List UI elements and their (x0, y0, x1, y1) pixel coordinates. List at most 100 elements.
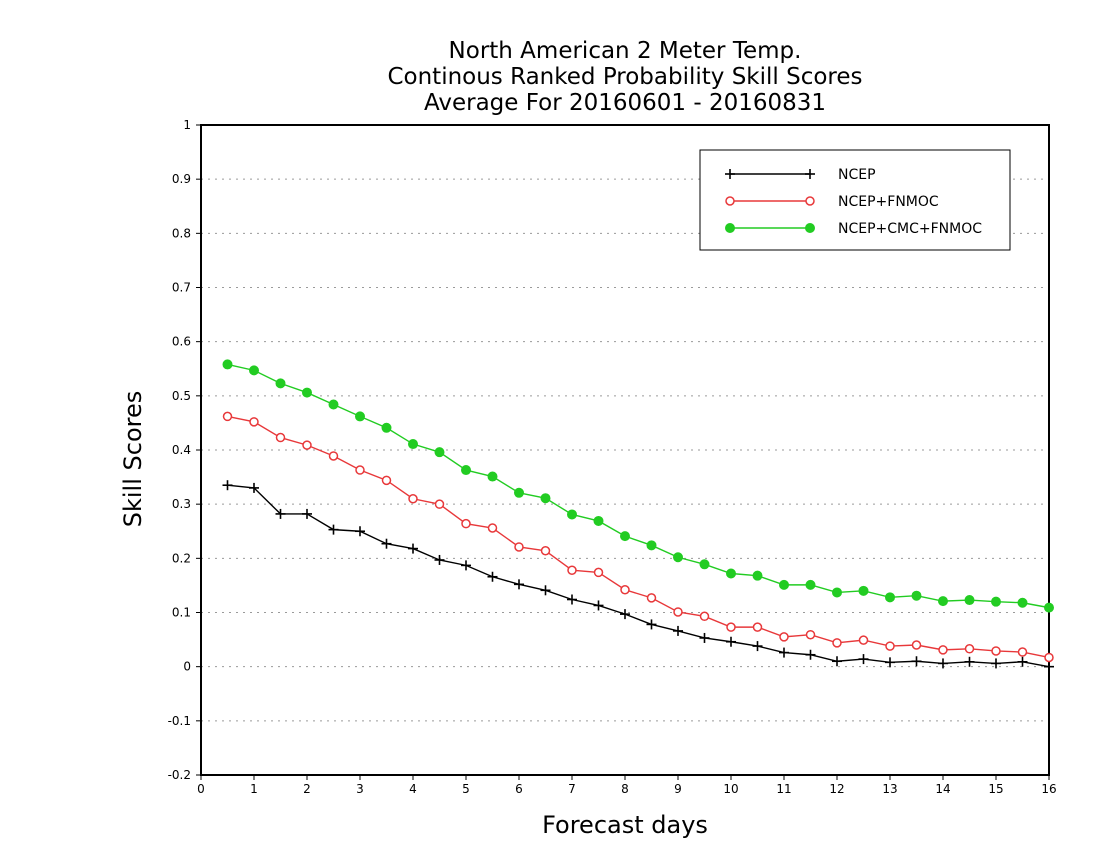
data-point (911, 590, 922, 601)
series-line (227, 415, 1050, 659)
data-point (752, 622, 763, 632)
x-tick-label: 12 (829, 782, 844, 796)
axes: 10.90.80.70.60.50.40.30.20.10-0.1-0.20 1 2… (168, 118, 1057, 796)
gridlines (201, 178, 1049, 722)
y-tick-label: 0.1 (172, 606, 191, 620)
data-point (620, 585, 630, 595)
data-point (673, 552, 683, 563)
data-point (885, 641, 895, 651)
data-point (752, 641, 763, 652)
legend-label: NCEP (838, 167, 876, 183)
legend-label: NCEP+CMC+FNMOC (838, 221, 982, 237)
data-point (938, 645, 948, 655)
data-point (408, 439, 418, 450)
data-point (408, 543, 418, 554)
data-point (1017, 647, 1028, 657)
data-point (832, 587, 842, 598)
data-point (938, 596, 948, 607)
data-series (222, 359, 1054, 672)
data-point (540, 546, 551, 556)
data-point (381, 422, 392, 433)
data-point (779, 579, 789, 590)
data-point (514, 542, 524, 552)
data-point (726, 568, 736, 579)
x-tick-label: 16 (1041, 782, 1056, 796)
data-point (328, 524, 339, 535)
x-tick-label: 0 (197, 782, 205, 796)
x-tick-label: 2 (303, 782, 311, 796)
data-point (1017, 597, 1028, 608)
data-point (673, 625, 683, 636)
data-point (461, 465, 471, 476)
x-tick-label: 4 (409, 782, 417, 796)
data-point (222, 411, 233, 422)
data-point (911, 656, 922, 667)
data-point (964, 595, 975, 606)
data-point (355, 411, 365, 422)
x-tick-label: 1 (250, 782, 258, 796)
y-tick-label: 0.4 (172, 443, 191, 457)
data-point (991, 646, 1001, 656)
data-point (725, 196, 735, 206)
x-tick-label: 15 (988, 782, 1003, 796)
legend-entry: NCEP (725, 167, 876, 183)
data-point (805, 629, 816, 640)
data-point (434, 554, 445, 565)
legend-entry: NCEP+CMC+FNMOC (725, 221, 982, 237)
data-point (964, 656, 975, 667)
data-point (726, 636, 736, 647)
data-point (620, 609, 630, 620)
chart-title: North American 2 Meter Temp. Continous R… (387, 38, 862, 116)
data-point (381, 538, 392, 549)
data-point (567, 565, 577, 575)
data-point (328, 399, 339, 410)
legend-entry: NCEP+FNMOC (725, 194, 939, 210)
data-point (514, 579, 524, 590)
data-point (885, 657, 895, 668)
data-point (487, 471, 498, 482)
data-point (646, 593, 657, 603)
data-point (355, 526, 365, 537)
series-ncep-fnmoc (222, 411, 1054, 663)
x-tick-label: 3 (356, 782, 364, 796)
data-point (275, 432, 286, 443)
data-point (991, 658, 1001, 669)
data-point (1044, 602, 1054, 613)
data-point (222, 359, 233, 370)
data-point (249, 365, 259, 376)
data-point (302, 440, 312, 450)
series-line (227, 484, 1050, 668)
data-point (249, 482, 259, 493)
data-point (805, 649, 816, 660)
y-axis-title: Skill Scores (119, 391, 147, 528)
data-point (302, 508, 312, 519)
y-tick-label: 0.2 (172, 551, 191, 565)
data-point (1044, 652, 1054, 663)
data-point (805, 223, 815, 233)
data-point (567, 594, 577, 605)
data-point (991, 596, 1001, 607)
data-point (593, 515, 604, 526)
x-tick-label: 14 (935, 782, 950, 796)
x-tick-label: 11 (776, 782, 791, 796)
data-point (249, 417, 259, 427)
legend-label: NCEP+FNMOC (838, 194, 939, 210)
y-tick-label: 0.8 (172, 226, 191, 240)
data-point (408, 494, 418, 504)
data-point (805, 579, 816, 590)
data-point (487, 571, 498, 582)
x-tick-label: 6 (515, 782, 523, 796)
y-tick-label: 0.7 (172, 281, 191, 295)
data-point (673, 607, 683, 617)
data-point (726, 622, 736, 632)
data-point (964, 644, 975, 654)
x-axis-title: Forecast days (542, 811, 708, 839)
data-point (355, 465, 365, 475)
data-point (699, 611, 710, 622)
data-point (725, 223, 735, 233)
data-point (593, 600, 604, 611)
series-line (227, 363, 1050, 609)
data-point (540, 585, 551, 596)
data-point (1044, 661, 1054, 672)
